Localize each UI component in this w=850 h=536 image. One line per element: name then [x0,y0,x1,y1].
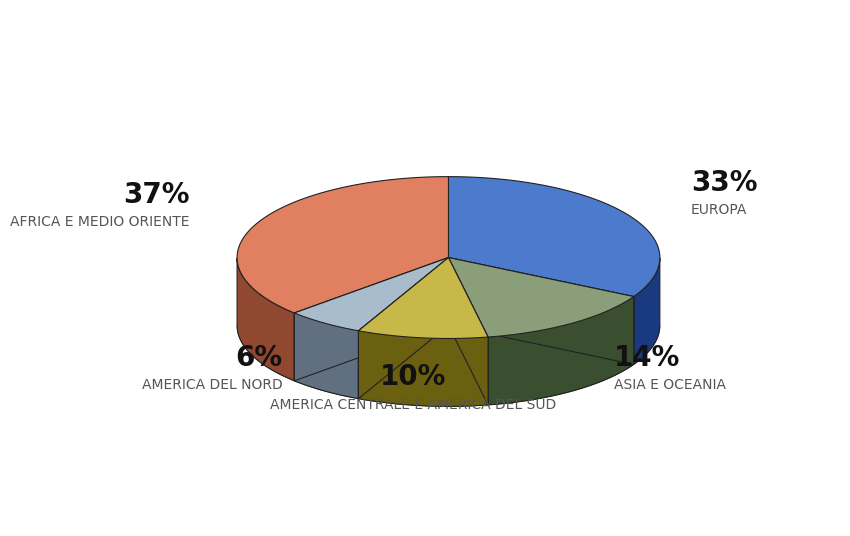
Polygon shape [449,258,634,337]
Polygon shape [294,258,449,381]
Polygon shape [237,325,449,381]
Polygon shape [449,325,634,405]
Polygon shape [237,258,294,381]
Text: AMERICA DEL NORD: AMERICA DEL NORD [142,378,283,392]
Polygon shape [294,258,449,381]
Polygon shape [237,177,449,313]
Polygon shape [294,325,449,399]
Polygon shape [449,177,660,296]
Polygon shape [634,258,660,364]
Text: 10%: 10% [380,363,446,391]
Polygon shape [359,258,449,399]
Polygon shape [294,313,359,399]
Polygon shape [359,331,488,406]
Polygon shape [359,325,488,406]
Polygon shape [359,258,488,339]
Text: 33%: 33% [691,169,757,197]
Polygon shape [488,296,634,405]
Polygon shape [359,258,449,399]
Text: AMERICA CENTRALE E AMERICA DEL SUD: AMERICA CENTRALE E AMERICA DEL SUD [270,398,556,412]
Text: 37%: 37% [123,181,190,209]
Text: AFRICA E MEDIO ORIENTE: AFRICA E MEDIO ORIENTE [10,215,190,229]
Text: 14%: 14% [615,344,681,372]
Polygon shape [449,258,488,405]
Text: ASIA E OCEANIA: ASIA E OCEANIA [615,378,726,392]
Polygon shape [449,258,634,364]
Polygon shape [449,258,634,364]
Polygon shape [449,325,660,364]
Text: EUROPA: EUROPA [691,203,747,217]
Polygon shape [294,258,449,331]
Text: 6%: 6% [235,344,283,372]
Polygon shape [449,258,488,405]
